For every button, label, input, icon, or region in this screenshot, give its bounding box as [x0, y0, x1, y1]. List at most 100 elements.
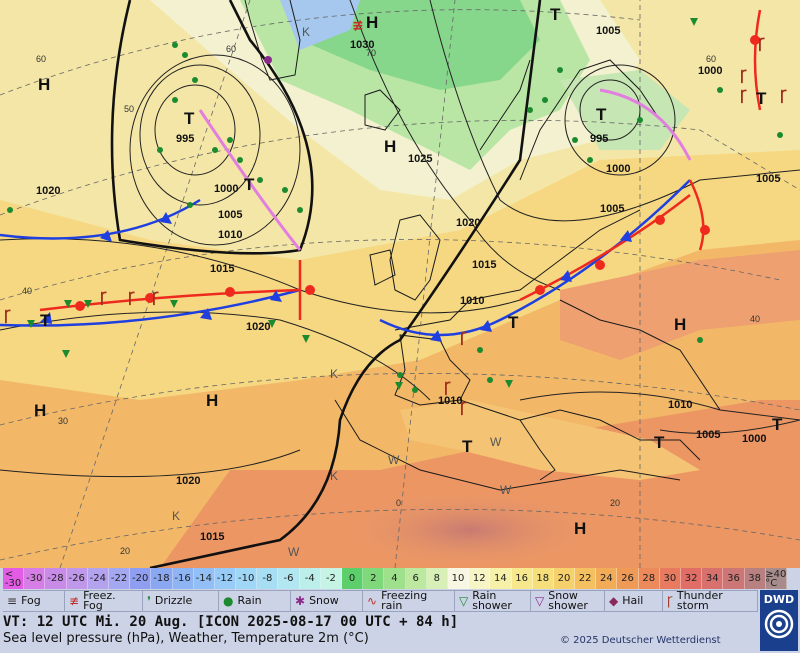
isobar-value-label: 1010: [668, 399, 692, 411]
isobar-value-label: 1010: [460, 295, 484, 307]
weather-legend-label: Fog: [21, 594, 41, 607]
temperature-scale: < -30 -30 -28 -26 -24 -22 -20 -18 -16 -14 -12 -10 -8…: [3, 568, 787, 589]
temperature-scale-cell: 30: [659, 568, 681, 589]
weather-legend-label: Rain: [237, 594, 262, 607]
grid-labels: 60 50 40 30 20 60 40 0 20 70 60: [22, 44, 760, 556]
isobar-value-label: 1020: [36, 185, 60, 197]
temperature-scale-cell: 14: [490, 568, 512, 589]
mediterranean-sea-zone: [400, 400, 700, 480]
temperature-scale-cell: -18: [151, 568, 173, 589]
snow-shower-icon: ▽: [535, 594, 545, 608]
map-description: Sea level pressure (hPa), Weather, Tempe…: [3, 631, 369, 646]
isobar-value-label: 1000: [742, 433, 766, 445]
weather-legend-label: Rain shower: [472, 589, 512, 612]
isobar-value-label: 1005: [696, 429, 720, 441]
temperature-scale-cell: -14: [193, 568, 215, 589]
temperature-scale-cell: -20: [130, 568, 152, 589]
hail-icon: ◆: [609, 594, 619, 608]
svg-text:Ꞅ: Ꞅ: [758, 36, 765, 52]
temperature-scale-cell: -8: [257, 568, 279, 589]
isobar-value-label: 1000: [698, 65, 722, 77]
isobar-value-label: 1020: [456, 217, 480, 229]
pressure-center-label: T: [184, 109, 195, 128]
temperature-scale-cell: 22: [575, 568, 597, 589]
svg-text:Ꞅ: Ꞅ: [128, 290, 135, 306]
temperature-scale-cell: -28: [45, 568, 67, 589]
terrain-mark: W: [490, 435, 502, 449]
temperature-scale-cell: 32: [681, 568, 703, 589]
copyright: © 2025 Deutscher Wetterdienst: [560, 635, 721, 646]
temperature-scale-cell: 34: [702, 568, 724, 589]
eastern-europe-warm: [560, 250, 800, 360]
isobar-value-label: 1005: [756, 173, 780, 185]
rain-shower-symbols: [27, 18, 698, 390]
grid-label: 40: [22, 286, 32, 296]
isobar-value-label: 1005: [600, 203, 624, 215]
grid-label: 50: [124, 104, 134, 114]
temperature-scale-cell: < -30: [3, 568, 25, 589]
svg-text:Ꞅ: Ꞅ: [444, 380, 451, 396]
pressure-center-label: H: [34, 401, 46, 420]
pressure-center-label: T: [596, 105, 607, 124]
grid-label: 20: [610, 498, 620, 508]
drizzle-icon: ❜: [147, 594, 151, 608]
grid-label: 60: [36, 54, 46, 64]
terrain-mark: W: [388, 453, 400, 467]
svg-text:Ꞅ: Ꞅ: [740, 88, 747, 104]
weather-legend-item: ❜ Drizzle: [143, 590, 219, 612]
freezing-fog-icon: ≢: [69, 594, 80, 608]
weather-legend-label: Thunder storm: [676, 589, 723, 612]
weather-legend-item: ● Rain: [219, 590, 291, 612]
isobar-value-label: 1010: [438, 395, 462, 407]
weather-legend-item: ▽ Rain shower: [455, 590, 531, 612]
pressure-center-label: H: [674, 315, 686, 334]
weather-legend-item: ∿ Freezing rain: [363, 590, 455, 612]
weather-legend-label: Snow: [309, 594, 339, 607]
isobar-value-label: 1000: [214, 183, 238, 195]
temperature-scale-cell: 18: [532, 568, 554, 589]
scandinavia-cool-zone: [560, 70, 690, 150]
legend-panel: < -30 -30 -28 -26 -24 -22 -20 -18 -16 -14 -12 -10 -8…: [0, 568, 800, 653]
dwd-swirl-icon: [764, 609, 794, 639]
snow-symbols: [264, 56, 272, 64]
pressure-center-label: T: [772, 415, 783, 434]
misc-marks: K K K K W W W W: [172, 25, 512, 559]
fronts: [0, 9, 762, 342]
weather-legend-item: Ꞅ Thunder storm: [663, 590, 758, 612]
svg-text:Ꞅ: Ꞅ: [780, 88, 787, 104]
temperature-scale-cell: 0: [342, 568, 364, 589]
isobars: [0, 0, 800, 478]
pressure-center-label: H: [384, 137, 396, 156]
svg-text:Ꞅ: Ꞅ: [460, 330, 467, 346]
weather-legend-label: Freez. Fog: [83, 589, 116, 612]
isobar-value-label: 1020: [246, 321, 270, 333]
temperature-scale-cell: 6: [405, 568, 427, 589]
fog-icon: ≡: [7, 594, 18, 608]
terrain-mark: K: [302, 25, 310, 39]
svg-text:Ꞅ: Ꞅ: [460, 400, 467, 416]
weather-symbol-legend: ≡ Fog ≢ Freez. Fog ❜ Drizzle ● Rain ✱ Snow ∿ Freezi…: [3, 590, 758, 612]
weather-legend-item: ≢ Freez. Fog: [65, 590, 143, 612]
weather-legend-item: ◆ Hail: [605, 590, 663, 612]
pressure-center-label: T: [40, 311, 51, 330]
valid-time: VT: 12 UTC Mi. 20 Aug. [ICON 2025-08-17 …: [3, 614, 459, 630]
weather-legend-label: Snow shower: [548, 589, 588, 612]
grid-label: 60: [226, 44, 236, 54]
svg-text:Ꞅ: Ꞅ: [152, 290, 159, 306]
temperature-scale-cell: -4: [299, 568, 321, 589]
terrain-mark: W: [500, 483, 512, 497]
thick-isobars: [110, 0, 542, 568]
temperature-scale-cell: 26: [617, 568, 639, 589]
temperature-scale-cell: -16: [172, 568, 194, 589]
temperature-scale-cell: ≥40 °C: [765, 568, 787, 589]
grid-label: 40: [750, 314, 760, 324]
pressure-center-label: T: [508, 313, 519, 332]
pressure-center-label: T: [550, 5, 561, 24]
greenland-cold-zone: [280, 0, 360, 50]
rain-shower-icon: ▽: [459, 594, 469, 608]
weather-legend-item: ▽ Snow shower: [531, 590, 605, 612]
temperature-scale-cell: 12: [469, 568, 491, 589]
thunderstorm-icon: Ꞅ: [667, 594, 673, 608]
